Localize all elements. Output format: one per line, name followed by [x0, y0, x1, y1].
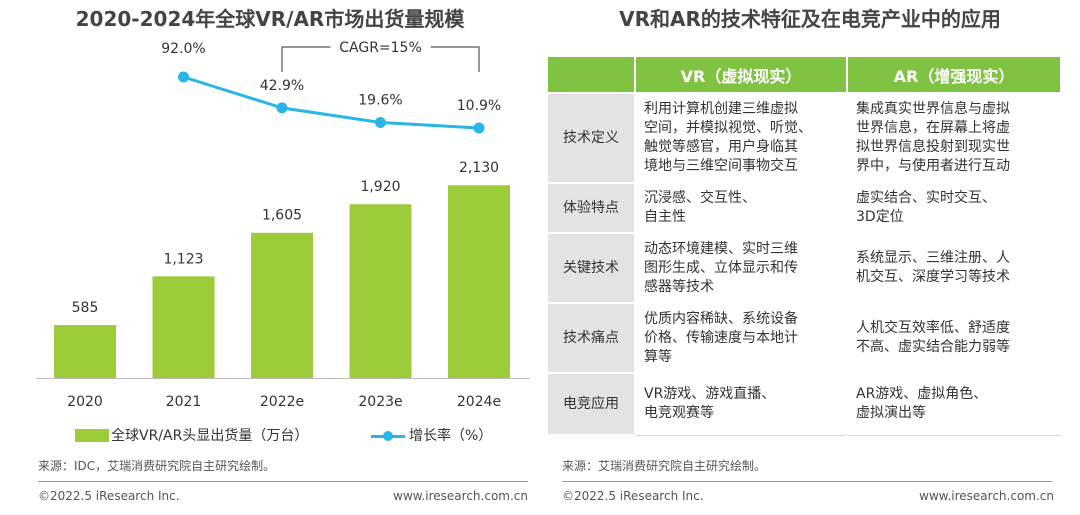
- bar: [152, 276, 215, 378]
- table-row: 技术定义 利用计算机创建三维虚拟 空间，并模拟视觉、听觉、 触觉等感官，用户身临…: [546, 92, 1062, 184]
- bar: [349, 204, 412, 378]
- footer-divider: [38, 481, 528, 482]
- growth-rate-line: [183, 75, 480, 130]
- legend-line-label: 增长率（%）: [409, 428, 493, 444]
- growth-rate-label: 92.0%: [161, 41, 205, 57]
- ar-cell: 集成真实世界信息与虚拟 世界信息，在屏幕上将虚 拟世界信息投射到现实世 界中，与…: [846, 92, 1062, 184]
- table-header-row: VR（虚拟现实） AR（增强现实）: [546, 55, 1062, 94]
- row-label: 技术定义: [546, 92, 636, 184]
- footer-website: www.iresearch.com.cn: [393, 489, 528, 503]
- footer-copyright: ©2022.5 iResearch Inc.: [38, 489, 180, 503]
- vr-cell-text: VR游戏、游戏直播、 电竞观赛等: [644, 386, 776, 422]
- ar-cell-text: AR游戏、虚拟角色、 虚拟演出等: [856, 386, 988, 422]
- vr-cell-text: 沉浸感、交互性、 自主性: [644, 190, 756, 225]
- bar-value-label: 1,123: [163, 251, 203, 267]
- ar-cell: 人机交互效率低、舒适度 不高、虚实结合能力弱等: [846, 302, 1062, 374]
- footer-copyright: ©2022.5 iResearch Inc.: [562, 489, 704, 503]
- chart-panel: 2020-2024年全球VR/AR市场出货量规模 585 2020 1,123 202…: [36, 7, 535, 503]
- chart-plot: 585 2020 1,123 2021 1,605 2022e 1,920 2023e 2,13…: [36, 38, 530, 410]
- table-row: 体验特点 沉浸感、交互性、 自主性 虚实结合、实时交互、 3D定位: [546, 182, 1062, 234]
- comparison-table: VR（虚拟现实） AR（增强现实） 技术定义 利用计算机创建三维虚拟 空间，并模…: [546, 55, 1062, 436]
- vr-cell: 利用计算机创建三维虚拟 空间，并模拟视觉、听觉、 触觉等感官，用户身临其 境地与…: [634, 92, 848, 184]
- ar-cell: 系统显示、三维注册、人 机交互、深度学习等技术: [846, 232, 1062, 304]
- footer-divider: [562, 481, 1052, 482]
- x-tick-label: 2022e: [260, 394, 304, 410]
- table-header-vr: VR（虚拟现实）: [634, 55, 848, 94]
- bar-value-label: 2,130: [459, 160, 499, 176]
- bar: [54, 325, 116, 378]
- chart-source-note: 来源：IDC，艾瑞消费研究院自主研究绘制。: [38, 459, 276, 473]
- chart-title: 2020-2024年全球VR/AR市场出货量规模: [75, 7, 465, 31]
- x-tick-label: 2020: [67, 394, 103, 410]
- row-label: 电竞应用: [546, 372, 636, 436]
- bar-value-label: 1,605: [262, 208, 302, 224]
- vr-cell-text: 利用计算机创建三维虚拟 空间，并模拟视觉、听觉、 触觉等感官，用户身临其 境地与…: [644, 101, 812, 174]
- table-source-note: 来源：艾瑞消费研究院自主研究绘制。: [562, 459, 767, 473]
- row-label: 技术痛点: [546, 302, 636, 374]
- table-panel: VR和AR的技术特征及在电竞产业中的应用 VR（虚拟现实） AR（增强现实） 技…: [540, 0, 1080, 515]
- row-label: 体验特点: [546, 182, 636, 234]
- growth-rate-label: 10.9%: [457, 98, 501, 114]
- bar: [448, 185, 510, 378]
- vr-cell: 动态环境建模、实时三维 图形生成、立体显示和传 感器等技术: [634, 232, 848, 304]
- vr-cell: VR游戏、游戏直播、 电竞观赛等: [634, 372, 848, 436]
- bar-value-label: 1,920: [360, 179, 400, 195]
- bar-value-label: 585: [72, 300, 99, 316]
- growth-rate-point: [375, 117, 386, 129]
- growth-rate-label: 19.6%: [358, 93, 402, 109]
- legend-bar-swatch: [75, 429, 109, 442]
- table-row: 电竞应用 VR游戏、游戏直播、 电竞观赛等 AR游戏、虚拟角色、 虚拟演出等: [546, 372, 1062, 436]
- growth-rate-point: [178, 71, 189, 83]
- growth-rate-label: 42.9%: [260, 78, 304, 94]
- ar-cell-text: 虚实结合、实时交互、 3D定位: [856, 190, 996, 225]
- vr-cell: 优质内容稀缺、系统设备 价格、传输速度与本地计 算等: [634, 302, 848, 374]
- vr-cell-text: 动态环境建模、实时三维 图形生成、立体显示和传 感器等技术: [644, 240, 798, 295]
- cagr-label: CAGR=15%: [339, 40, 422, 56]
- vr-cell-text: 优质内容稀缺、系统设备 价格、传输速度与本地计 算等: [644, 310, 798, 365]
- chart-legend: 全球VR/AR头显出货量（万台） 增长率（%）: [75, 425, 535, 447]
- table-row: 技术痛点 优质内容稀缺、系统设备 价格、传输速度与本地计 算等 人机交互效率低、…: [546, 302, 1062, 374]
- ar-cell-text: 系统显示、三维注册、人 机交互、深度学习等技术: [856, 250, 1010, 285]
- cagr-label-bg: [330, 38, 431, 56]
- footer-website: www.iresearch.com.cn: [919, 489, 1054, 503]
- ar-cell-text: 人机交互效率低、舒适度 不高、虚实结合能力弱等: [856, 320, 1010, 355]
- ar-cell: AR游戏、虚拟角色、 虚拟演出等: [846, 372, 1062, 436]
- row-label: 关键技术: [546, 232, 636, 304]
- x-tick-label: 2021: [166, 394, 202, 410]
- x-tick-label: 2024e: [457, 394, 501, 410]
- table-row: 关键技术 动态环境建模、实时三维 图形生成、立体显示和传 感器等技术 系统显示、…: [546, 232, 1062, 304]
- table-title: VR和AR的技术特征及在电竞产业中的应用: [619, 7, 1001, 31]
- x-tick-label: 2023e: [358, 394, 402, 410]
- bar: [251, 232, 313, 378]
- table-header-ar: AR（增强现实）: [846, 55, 1062, 94]
- legend-line-marker: [383, 431, 393, 441]
- growth-rate-point: [276, 102, 288, 114]
- table-header-corner: [546, 55, 636, 94]
- legend-bar-label: 全球VR/AR头显出货量（万台）: [111, 428, 309, 444]
- vr-cell: 沉浸感、交互性、 自主性: [634, 182, 848, 234]
- ar-cell-text: 集成真实世界信息与虚拟 世界信息，在屏幕上将虚 拟世界信息投射到现实世 界中，与…: [856, 101, 1010, 174]
- growth-rate-point: [473, 122, 485, 134]
- ar-cell: 虚实结合、实时交互、 3D定位: [846, 182, 1062, 234]
